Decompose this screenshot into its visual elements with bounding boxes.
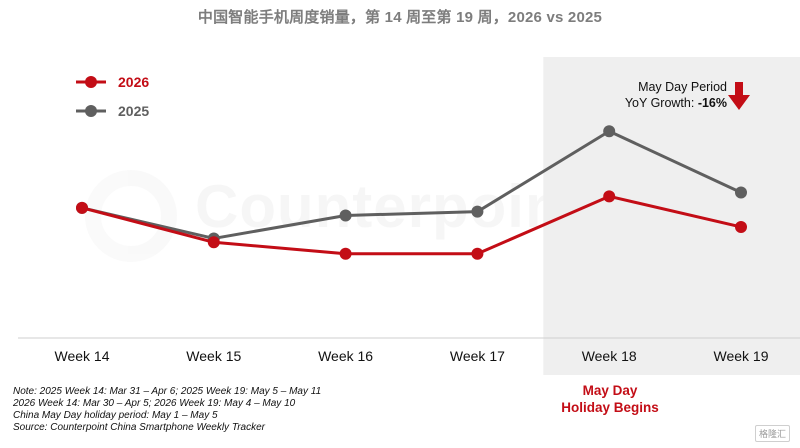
data-point-2025: [603, 125, 616, 138]
x-tick-label: Week 17: [450, 348, 505, 364]
highlight-region: [543, 57, 800, 375]
annotation-title: May Day Period: [638, 80, 727, 94]
x-tick-label: Week 14: [55, 348, 110, 364]
data-point-2026: [603, 190, 616, 203]
chart-notes: Note: 2025 Week 14: Mar 31 – Apr 6; 2025…: [13, 386, 443, 434]
holiday-label: May Day Holiday Begins: [540, 382, 680, 416]
down-arrow-icon: [728, 82, 750, 110]
annotation-growth-line: YoY Growth: -16%: [602, 95, 727, 111]
holiday-label-line-2: Holiday Begins: [561, 400, 659, 415]
chart-title: 中国智能手机周度销量，第 14 周至第 19 周，2026 vs 2025: [197, 9, 603, 26]
corner-watermark-text: 格隆汇: [754, 425, 790, 442]
data-point-2026: [471, 247, 484, 260]
note-line-4: Source: Counterpoint China Smartphone We…: [13, 422, 265, 433]
chart-root: Week 14 Week 15 Week 16 Week 17 Week 18 Week …: [18, 57, 800, 375]
note-line-3: China May Day holiday period: May 1 – Ma…: [13, 410, 218, 421]
data-point-2025: [471, 205, 484, 218]
data-point-2026: [735, 220, 747, 233]
data-point-2026: [76, 201, 88, 214]
data-point-2026: [339, 247, 352, 260]
x-tick-label: Week 15: [186, 348, 241, 364]
legend-marker-2025: [85, 105, 97, 117]
series-line-2026: [80, 194, 743, 256]
data-point-2025: [339, 209, 352, 222]
x-tick-label: Week 19: [714, 348, 769, 364]
x-tick-label: Week 16: [318, 348, 373, 364]
series-line-2025: [80, 129, 743, 240]
legend-marker-2026: [85, 76, 97, 88]
holiday-label-line-1: May Day: [582, 383, 638, 398]
data-point-2026: [207, 236, 220, 249]
annotation-growth-value: -16%: [697, 96, 727, 110]
may-day-annotation: May Day Period YoY Growth: -16%: [602, 79, 727, 111]
annotation-growth-prefix: YoY Growth:: [624, 96, 698, 110]
data-point-2025: [735, 186, 747, 199]
note-line-2: 2026 Week 14: Mar 30 – Apr 5; 2026 Week …: [13, 398, 296, 409]
legend-label-2025: 2025: [118, 103, 149, 119]
note-line-1: Note: 2025 Week 14: Mar 31 – Apr 6; 2025…: [13, 386, 322, 397]
x-tick-label: Week 18: [582, 348, 637, 364]
legend-label-2026: 2026: [118, 74, 149, 90]
